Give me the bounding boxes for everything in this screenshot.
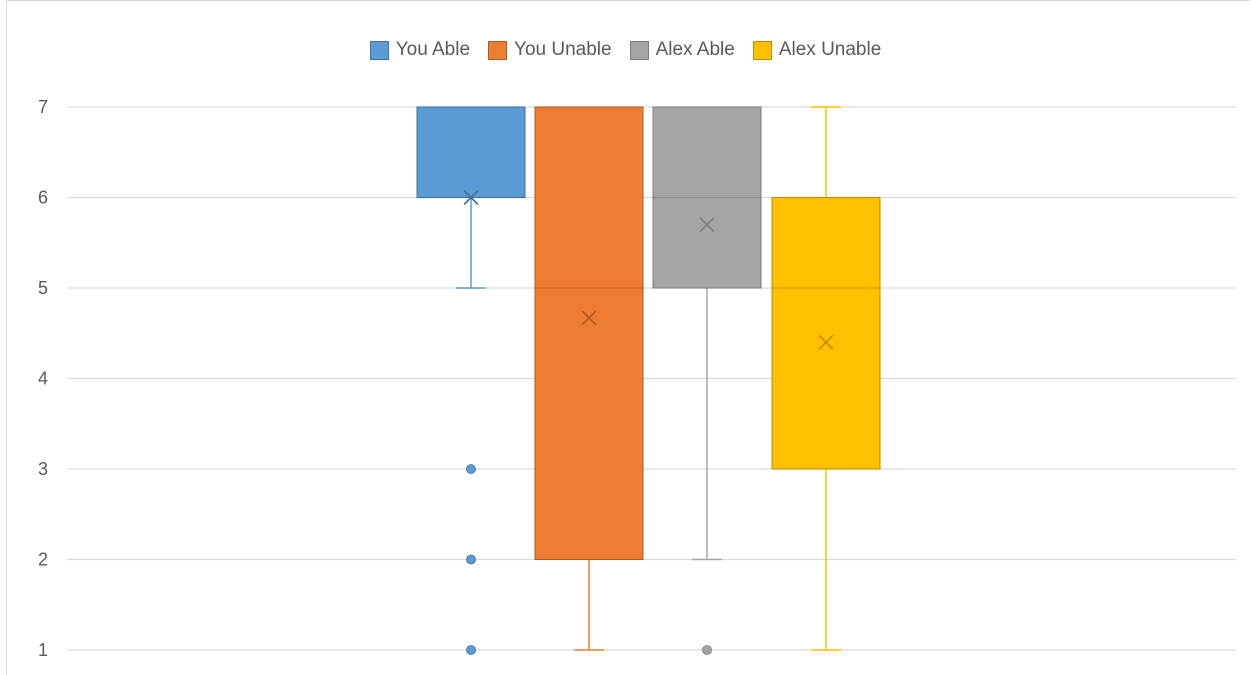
outlier-you-able-1 [466,464,476,474]
legend-swatch-you-unable [488,40,508,60]
box-alex-unable [771,197,881,470]
legend-label-alex-unable: Alex Unable [778,39,882,60]
y-tick-label-4: 4 [38,369,48,389]
mean-marker-you-able [463,189,479,206]
legend-swatch-you-able [369,40,389,60]
legend: You Able You Unable Alex Able Alex Unabl… [0,36,1251,64]
mean-marker-alex-unable [818,334,834,350]
legend-swatch-alex-able [629,40,649,60]
y-tick-label-5: 5 [38,278,48,298]
outlier-alex-able-1 [702,645,712,655]
legend-item-you-able: You Able [369,39,471,61]
legend-swatch-alex-unable [752,40,772,60]
y-tick-label-6: 6 [38,188,48,208]
mean-marker-alex-able [699,217,715,233]
legend-item-you-unable: You Unable [488,39,612,61]
outlier-you-able-2 [466,554,476,565]
legend-label-alex-able: Alex Able [655,39,735,60]
y-tick-label-1: 1 [38,640,48,660]
outlier-you-able-3 [466,645,476,655]
legend-item-alex-able: Alex Able [629,39,735,61]
legend-label-you-unable: You Unable [514,39,612,60]
box-you-able [416,106,526,198]
y-tick-label-3: 3 [38,459,48,479]
legend-item-alex-unable: Alex Unable [752,39,882,61]
legend-label-you-able: You Able [395,39,471,60]
y-tick-label-7: 7 [38,97,48,117]
mean-marker-you-unable [581,310,597,326]
y-tick-label-2: 2 [38,550,48,570]
box-you-unable [534,106,644,560]
chart-frame [6,0,1250,675]
